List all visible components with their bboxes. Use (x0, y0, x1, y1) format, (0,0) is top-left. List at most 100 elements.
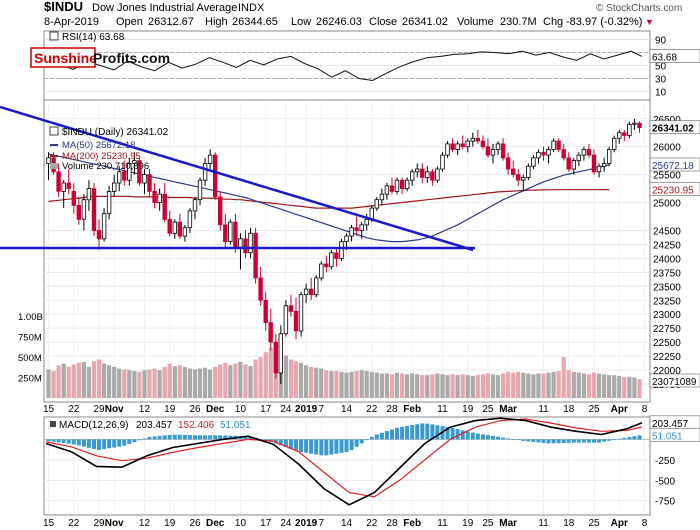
ma200-value-tag: 25230.95 (652, 186, 694, 197)
macd-histogram-bar (309, 439, 314, 454)
candle-body (56, 171, 61, 192)
candle-body (288, 305, 294, 312)
macd-histogram-bar (546, 439, 551, 444)
volume-bar (541, 373, 546, 398)
candle-body (202, 162, 208, 181)
price-x-label: 11 (437, 404, 448, 415)
macd-x-label: 24 (280, 518, 292, 529)
macd-histogram-bar (410, 425, 415, 440)
macd-histogram-bar (415, 424, 420, 440)
macd-x-label: Mar (499, 518, 517, 529)
volume-bar (66, 366, 71, 398)
volume-value-tag-box (649, 373, 700, 388)
candle-body (106, 190, 112, 215)
volume-bar (536, 373, 541, 398)
macd-histogram-bar (349, 439, 354, 450)
volume-bar (561, 357, 566, 398)
volume-bar (374, 372, 379, 398)
volume-bar (197, 368, 203, 398)
candle-body (430, 171, 435, 181)
macd-histogram-bar (76, 439, 81, 446)
macd-histogram-bar (435, 425, 440, 440)
candle-body (197, 179, 203, 201)
volume-bar (76, 362, 81, 398)
candle-body (112, 182, 117, 192)
volume-bar (526, 373, 531, 398)
candle-body (591, 154, 597, 173)
macd-histogram-bar (334, 439, 339, 454)
volume-bar (622, 376, 627, 398)
macd-x-label: 28 (386, 518, 398, 529)
candle-body (612, 137, 617, 150)
volume-bar (132, 371, 137, 398)
volume-bar (410, 373, 415, 398)
macd-histogram-bar (617, 438, 622, 440)
price-x-label: 7 (318, 404, 324, 415)
macd-histogram-bar (566, 439, 571, 443)
price-x-label: 29 (93, 404, 105, 415)
volume-bar (470, 375, 475, 398)
candle-body (384, 185, 390, 195)
volume-bar (612, 375, 617, 398)
volume-tick-label: 1.00B (18, 312, 43, 323)
macd-x-label: Dec (206, 518, 225, 529)
open-label: Open (116, 16, 143, 28)
price-x-label: 24 (280, 404, 292, 415)
volume-bar (96, 359, 102, 398)
macd-histogram-bar (288, 439, 293, 449)
candle-body (334, 252, 339, 259)
volume-bar (187, 368, 192, 398)
candle-body (561, 149, 566, 159)
macd-histogram-bar (521, 439, 526, 441)
volume-bar (586, 374, 591, 398)
volume-bar (86, 366, 91, 398)
volume-bar (425, 375, 430, 398)
volume-bar (591, 372, 597, 398)
volume-bar (182, 366, 187, 398)
price-tick-label: 24250 (653, 240, 681, 251)
macd-histogram-bar (485, 435, 490, 440)
volume-bar (56, 365, 61, 398)
macd-histogram-bar (208, 435, 213, 440)
macd-histogram-bar (364, 439, 369, 441)
volume-bar (546, 372, 551, 398)
macd-histogram-bar (450, 428, 455, 440)
volume-bar (339, 371, 344, 398)
candle-body (586, 149, 592, 156)
macd-histogram-bar (278, 439, 283, 446)
candle-body (243, 238, 248, 254)
price-x-label: Mar (499, 404, 517, 415)
volume-bar (379, 373, 384, 398)
candle-body (455, 143, 460, 150)
macd-histogram-bar (132, 439, 137, 443)
candle-body (490, 149, 496, 156)
macd-histogram-bar (198, 435, 202, 440)
macd-histogram-bar (66, 439, 71, 444)
macd-histogram-bar (622, 437, 627, 440)
rsi-line (45, 50, 643, 82)
high-value: 26344.65 (232, 16, 278, 28)
macd-x-label: 19 (462, 518, 474, 529)
volume-bar (445, 375, 450, 398)
macd-histogram-bar (541, 439, 546, 443)
volume-bar (192, 369, 198, 398)
candle-body (192, 199, 198, 212)
volume-bar (531, 374, 536, 398)
price-tick-label: 25500 (653, 171, 681, 182)
volume-bar (637, 379, 642, 398)
macd-x-label: 2019 (295, 518, 318, 529)
macd-value-tag: 203.457 (652, 419, 689, 430)
candle-body (414, 168, 420, 173)
macd-histogram-bar (329, 439, 334, 455)
volume-bar (617, 375, 622, 398)
volume-bar (465, 375, 470, 398)
price-x-label: 2019 (295, 404, 318, 415)
candle-body (91, 188, 97, 231)
candle-body (303, 288, 309, 296)
macd-x-label: Nov (105, 518, 124, 529)
volume-bar (102, 363, 107, 398)
volume-bar (359, 370, 364, 398)
volume-tick-label: 500M (18, 353, 42, 364)
macd-histogram-bar (511, 439, 516, 440)
price-x-label: Nov (105, 404, 124, 415)
